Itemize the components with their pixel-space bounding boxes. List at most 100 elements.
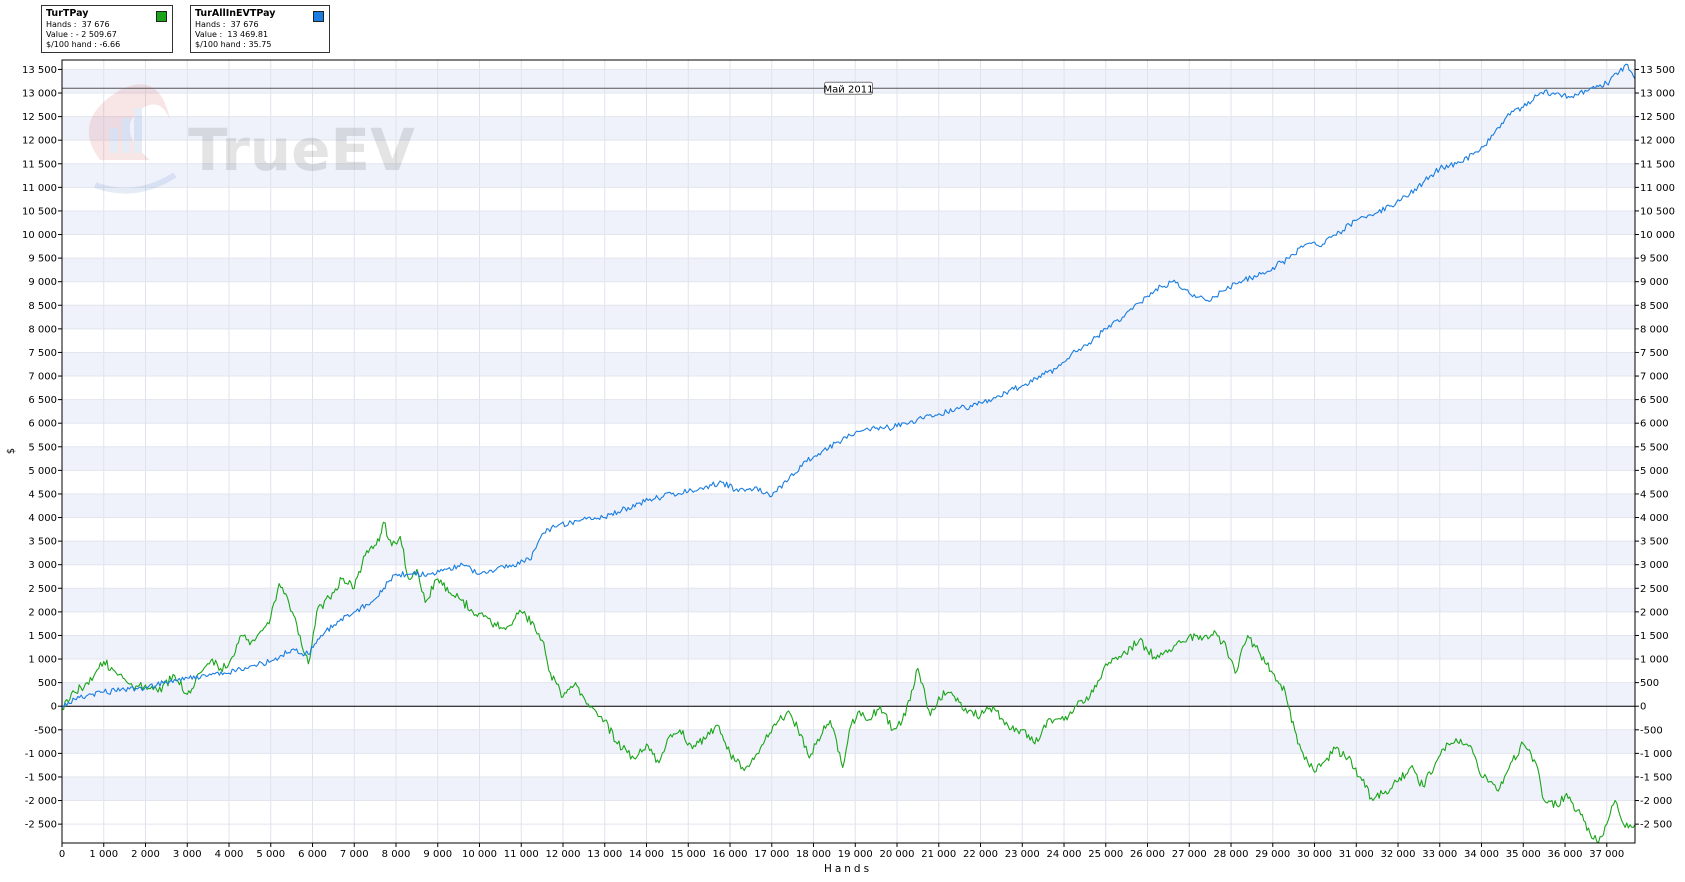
y-tick-label-right: -500 [1640,725,1663,736]
y-tick-label-left: 1 500 [28,631,57,642]
y-tick-label-right: 5 500 [1640,442,1669,453]
series-lines [61,63,1636,844]
y-tick-label-right: 10 000 [1640,230,1675,241]
watermark-text: TrueEV [188,116,415,184]
x-tick-label: 14 000 [629,849,664,860]
y-tick-label-left: -2 000 [25,796,57,807]
x-tick-label: 7 000 [340,849,369,860]
trueev-watermark: TrueEV [88,84,415,194]
x-tick-label: 29 000 [1255,849,1290,860]
y-tick-label-right: 11 500 [1640,159,1675,170]
x-tick-label: 20 000 [880,849,915,860]
plot-frame [61,59,1636,844]
x-tick-label: 10 000 [462,849,497,860]
y-tick-label-right: 4 500 [1640,489,1669,500]
y-tick-label-right: 6 500 [1640,395,1669,406]
plot-band [62,446,1635,471]
y-tick-label-left: 5 000 [28,466,57,477]
x-tick-label: 21 000 [921,849,956,860]
y-tick-label-left: -500 [34,725,57,736]
y-tick-label-left: 11 500 [22,159,57,170]
x-tick-label: 28 000 [1214,849,1249,860]
x-tick-label: 31 000 [1339,849,1374,860]
y-tick-label-right: 6 000 [1640,419,1669,430]
y-tick-label-right: 5 000 [1640,466,1669,477]
plot-band [62,258,1635,282]
x-tick-label: 30 000 [1297,849,1332,860]
y-tick-label-left: 0 [51,702,57,713]
legend-rate-label: $/100 hand : [46,40,97,49]
series-line-TurAllInEVTPay [61,63,1636,708]
y-tick-label-left: 4 500 [28,489,57,500]
y-tick-label-left: 10 500 [22,206,57,217]
plot-band [62,399,1635,424]
x-tick-label: 3 000 [173,849,202,860]
x-tick-label: 13 000 [587,849,622,860]
legend-swatch-blue [313,11,324,22]
y-tick-label-right: -1 000 [1640,749,1672,760]
x-tick-label: 27 000 [1172,849,1207,860]
y-tick-label-left: 12 000 [22,136,57,147]
legend-value: 2 509.67 [81,30,117,39]
legend-hands-label: Hands : [195,20,226,29]
reference-label-box [824,81,873,95]
x-tick-label: 25 000 [1088,849,1123,860]
plot-band [62,729,1635,754]
y-tick-label-right: 9 500 [1640,254,1669,265]
plot-band [62,682,1635,707]
x-tick-label: 15 000 [671,849,706,860]
axes [58,59,1639,847]
x-tick-label: 33 000 [1422,849,1457,860]
y-tick-label-left: 9 000 [28,277,57,288]
x-tick-label: 1 000 [89,849,118,860]
x-tick-label: 8 000 [382,849,411,860]
plot-band [62,116,1635,141]
reference-label: Май 2011 [824,84,874,95]
y-tick-label-left: 2 000 [28,607,57,618]
y-tick-label-left: 1 000 [28,655,57,666]
y-tick-label-left: 13 000 [22,89,57,100]
plot-band [62,352,1635,377]
x-tick-label: 0 [59,849,65,860]
y-tick-label-left: -2 500 [25,820,57,831]
y-tick-label-right: 7 500 [1640,348,1669,359]
legend-rate-value: -6.66 [99,40,121,49]
x-tick-label: 12 000 [546,849,581,860]
y-tick-label-left: 11 000 [22,183,57,194]
y-tick-label-left: 4 000 [28,513,57,524]
legend-hands-label: Hands : [46,20,77,29]
legend-hands-value: 37 676 [230,20,259,29]
legend-rate-value: 35.75 [248,40,272,49]
y-tick-label-left: 5 500 [28,442,57,453]
x-tick-label: 11 000 [504,849,539,860]
y-tick-label-right: 10 500 [1640,206,1675,217]
y-tick-label-right: 13 500 [1640,65,1675,76]
y-tick-label-left: 3 000 [28,560,57,571]
x-tick-label: 36 000 [1548,849,1583,860]
legend-series-1: TurTPay Hands : 37 676 Value : - 2 509.6… [41,5,173,53]
legend-rate-label: $/100 hand : [195,40,246,49]
y-tick-label-left: 9 500 [28,254,57,265]
legend-swatch-green [156,11,167,22]
plot-band [62,210,1635,235]
y-tick-label-right: -2 500 [1640,820,1672,831]
legend-series-2: TurAllInEVTPay Hands : 37 676 Value : 13… [190,5,330,53]
y-tick-label-left: -1 000 [25,749,57,760]
y-tick-label-right: 1 000 [1640,655,1669,666]
y-tick-label-right: 2 000 [1640,607,1669,618]
y-tick-label-right: 13 000 [1640,89,1675,100]
x-tick-label: 24 000 [1047,849,1082,860]
y-tick-label-right: 8 500 [1640,301,1669,312]
legend-series-1-name: TurTPay [46,8,89,19]
x-tick-label: 26 000 [1130,849,1165,860]
plot-band [62,493,1635,518]
y-tick-label-right: 11 000 [1640,183,1675,194]
plot-band [62,588,1635,612]
y-tick-label-right: 12 000 [1640,136,1675,147]
y-tick-label-left: 10 000 [22,230,57,241]
y-tick-label-right: 8 000 [1640,324,1669,335]
plot-band [62,69,1635,94]
trueev-logo-icon [88,84,177,194]
tick-labels: -2 500 -2 500 -2 000 -2 000 -1 500 -1 500 -1 0… [22,65,1675,860]
